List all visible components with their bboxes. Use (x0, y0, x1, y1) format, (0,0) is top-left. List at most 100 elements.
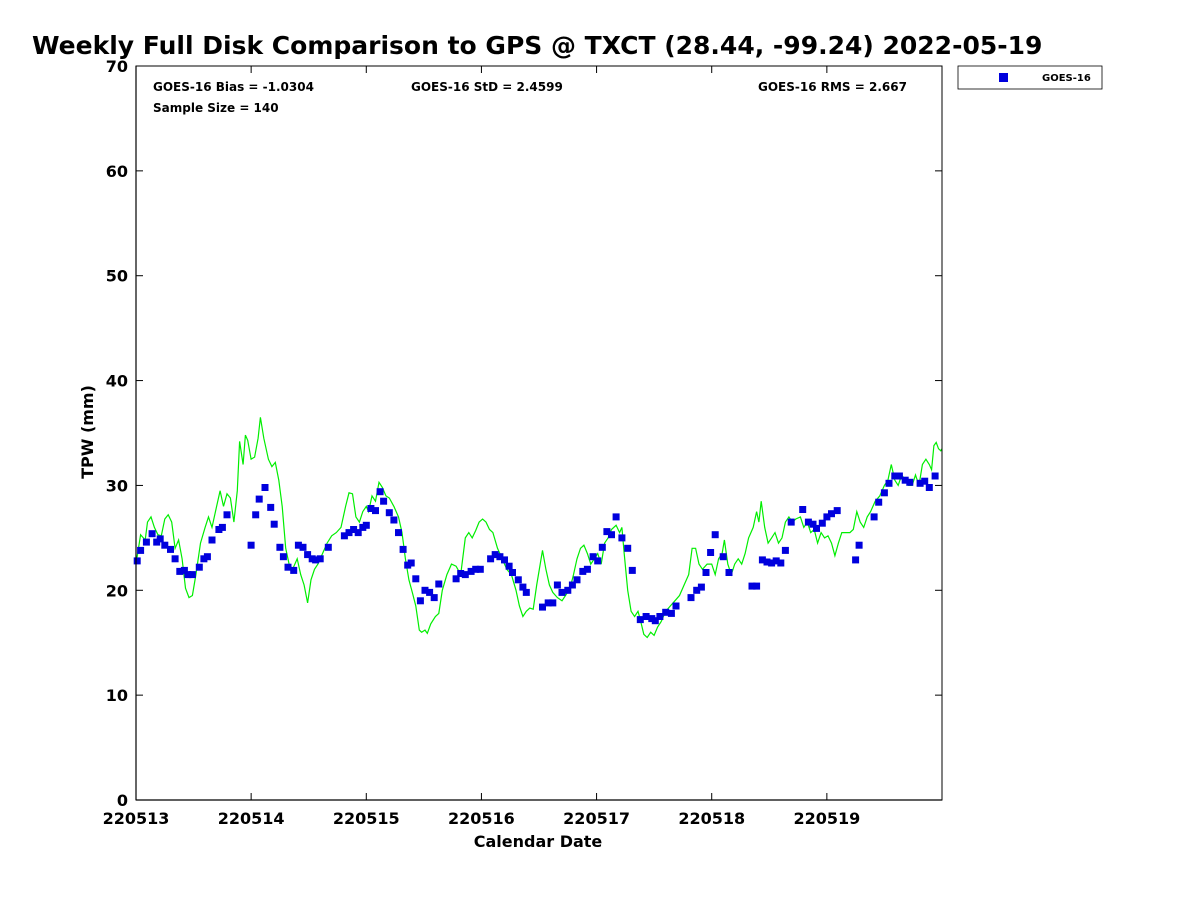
goes16-point (608, 531, 615, 539)
goes16-point (461, 571, 469, 579)
stat-rms: GOES-16 RMS = 2.667 (758, 80, 907, 94)
goes16-point (618, 534, 626, 542)
y-tick-label: 70 (106, 57, 128, 76)
goes16-point (672, 602, 680, 610)
goes16-point (376, 488, 384, 496)
goes16-point (687, 594, 695, 602)
goes16-point (539, 603, 546, 611)
goes16-point (895, 472, 903, 480)
goes16-point (594, 557, 602, 565)
goes16-point (719, 553, 727, 561)
goes16-point (496, 553, 504, 561)
goes16-point (279, 553, 287, 561)
goes16-point (340, 532, 348, 540)
goes16-point (203, 553, 211, 561)
goes16-point (156, 535, 164, 543)
goes16-point (316, 555, 324, 563)
goes16-point (519, 583, 527, 591)
goes16-point (184, 571, 192, 579)
goes16-point (852, 556, 860, 564)
goes16-point (891, 472, 899, 480)
gps-line-layer (135, 417, 943, 639)
goes16-point (781, 546, 789, 554)
goes16-point (579, 567, 587, 575)
goes16-point (270, 520, 278, 528)
goes16-point (435, 580, 443, 588)
x-tick-label: 220515 (333, 809, 400, 828)
goes16-point (772, 557, 780, 565)
goes16-point (188, 571, 196, 579)
gps-series-line (135, 417, 943, 639)
goes16-point (487, 555, 495, 563)
goes16-point (833, 507, 841, 515)
goes16-point (818, 519, 826, 527)
goes16-point (299, 543, 307, 551)
goes16-point (702, 569, 710, 576)
goes16-point (598, 543, 606, 551)
y-tick-label: 20 (106, 581, 128, 600)
goes16-point (509, 569, 516, 576)
goes16-point (255, 495, 263, 503)
goes16-point (312, 556, 320, 564)
goes16-point (553, 581, 561, 589)
goes16-point (636, 616, 644, 624)
x-tick-label: 220513 (103, 809, 170, 828)
goes16-point (916, 479, 924, 487)
goes16-point (350, 526, 358, 533)
x-tick-label: 220516 (448, 809, 515, 828)
goes16-point (544, 599, 552, 607)
goes16-point (558, 588, 566, 596)
y-tick-label: 30 (106, 476, 128, 495)
goes16-point (651, 617, 659, 625)
goes16-point (284, 563, 292, 571)
y-tick-label: 60 (106, 162, 128, 181)
goes16-point (354, 529, 362, 537)
goes16-point (261, 484, 269, 491)
goes16-point (247, 541, 255, 549)
goes16-point (416, 597, 424, 605)
goes16-point (430, 594, 438, 602)
goes16-point (725, 569, 733, 576)
goes16-point (167, 545, 174, 553)
goes16-point (612, 513, 620, 521)
goes16-point (476, 565, 484, 573)
goes16-point (294, 541, 302, 549)
x-tick-label: 220519 (793, 809, 860, 828)
goes16-point (223, 511, 231, 519)
goes16-point (426, 588, 434, 596)
goes16-point (412, 575, 420, 583)
goes16-point (176, 567, 184, 575)
goes16-point (385, 509, 393, 517)
stat-std: GOES-16 StD = 2.4599 (411, 80, 563, 94)
goes16-point (823, 513, 831, 521)
x-tick-label: 220518 (678, 809, 745, 828)
goes16-point (362, 521, 370, 529)
legend: GOES-16 (957, 65, 1103, 90)
x-axis-label: Calendar Date (474, 832, 603, 851)
goes-points-layer (133, 472, 939, 625)
goes16-point (711, 531, 719, 539)
y-tick-label: 40 (106, 372, 128, 391)
goes16-point (252, 511, 260, 519)
goes16-point (180, 566, 188, 574)
goes16-point (787, 518, 795, 526)
goes16-point (925, 484, 933, 491)
goes16-point (399, 545, 407, 553)
goes16-point (656, 613, 664, 620)
goes16-point (208, 536, 216, 544)
goes16-point (522, 588, 530, 596)
goes16-point (276, 543, 284, 551)
goes16-point (290, 566, 298, 574)
goes16-point (549, 599, 557, 607)
goes16-point (693, 586, 701, 594)
goes16-point (148, 530, 156, 538)
goes16-point (870, 513, 878, 521)
goes16-point (707, 549, 715, 556)
x-tick-label: 220514 (218, 809, 285, 828)
goes16-point (324, 543, 332, 551)
goes16-point (758, 556, 766, 564)
legend-box (957, 65, 1103, 90)
goes16-point (799, 506, 807, 513)
goes16-point (753, 582, 761, 590)
